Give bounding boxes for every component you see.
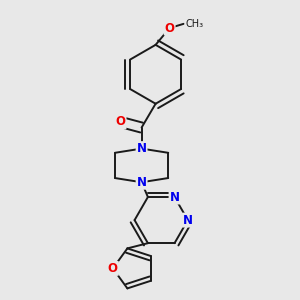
Text: N: N — [183, 214, 193, 226]
Text: N: N — [136, 142, 147, 155]
Text: N: N — [169, 190, 179, 203]
Text: CH₃: CH₃ — [185, 19, 203, 29]
Text: O: O — [165, 22, 175, 34]
Text: O: O — [108, 262, 118, 275]
Text: O: O — [116, 116, 126, 128]
Text: N: N — [136, 176, 147, 189]
